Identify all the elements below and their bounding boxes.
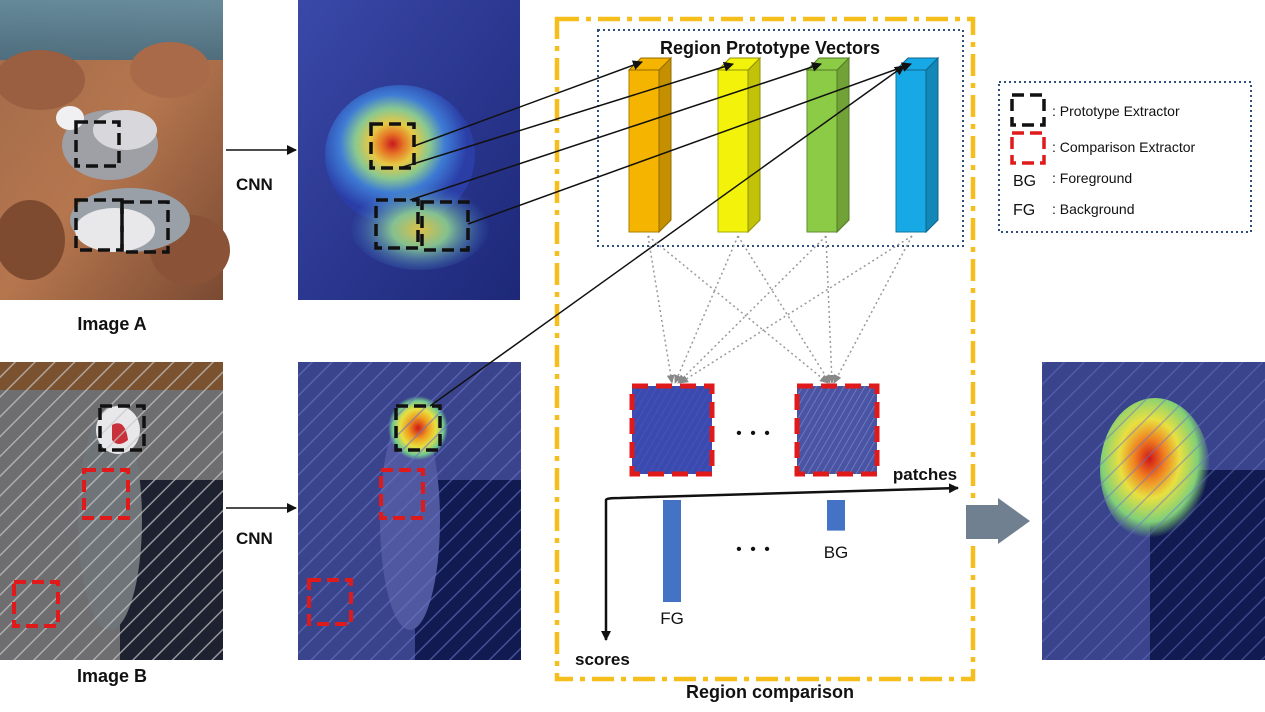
comparison-extractor-boxes-b	[12, 468, 425, 628]
image-b-label: Image B	[77, 666, 147, 686]
region-to-prototype-arrows	[399, 60, 912, 407]
region-comparison-label: Region comparison	[686, 682, 854, 702]
prototype-title-bg	[645, 36, 895, 60]
output-arrow	[966, 498, 1030, 544]
image-b-heatmap	[298, 362, 521, 660]
legend-prototype-extractor: : Prototype Extractor	[1052, 103, 1180, 119]
legend-box	[998, 81, 1252, 233]
legend-comparison-swatch	[1010, 131, 1046, 165]
image-a-photo	[0, 0, 230, 300]
result-heatmap	[1042, 362, 1265, 660]
patch-ellipsis: • • •	[736, 425, 772, 442]
cnn-arrows	[226, 145, 297, 513]
prototype-vector-bars	[627, 56, 940, 234]
legend-bg-key: BG	[1013, 173, 1036, 190]
legend-bg-desc: : Foreground	[1052, 170, 1132, 186]
score-bar-fg	[663, 500, 681, 602]
scores-axis-label: scores	[575, 650, 630, 669]
score-bar-label-bg: BG	[824, 543, 849, 562]
prototype-extractor-boxes-a	[74, 120, 470, 254]
score-bars	[663, 500, 845, 602]
prototype-vector-3	[805, 56, 851, 234]
legend-comparison-extractor: : Comparison Extractor	[1052, 139, 1195, 155]
region-comparison-box	[554, 16, 976, 682]
patches-axis-label: patches	[893, 465, 957, 484]
prototype-vector-1	[627, 56, 673, 234]
bar-ellipsis: • • •	[736, 541, 772, 558]
score-bar-label-fg: FG	[660, 609, 684, 628]
comparison-patch-fg	[629, 383, 715, 477]
prototype-vector-2	[716, 56, 762, 234]
score-bar-bg	[827, 500, 845, 531]
image-a-label: Image A	[77, 314, 146, 334]
legend-prototype-swatch	[1010, 93, 1046, 127]
score-axes	[601, 483, 959, 641]
cnn-label-top: CNN	[236, 175, 273, 194]
prototype-vector-4	[894, 56, 940, 234]
prototype-title: Region Prototype Vectors	[660, 38, 880, 58]
legend-fg-desc: : Background	[1052, 201, 1135, 217]
prototype-extractor-boxes-b	[98, 404, 442, 452]
image-b-photo	[0, 362, 223, 660]
cnn-label-bottom: CNN	[236, 529, 273, 548]
image-a-heatmap	[298, 0, 520, 300]
legend-fg-key: FG	[1013, 202, 1035, 219]
vector-to-patch-connections	[647, 235, 913, 384]
comparison-patch-bg	[794, 383, 880, 477]
